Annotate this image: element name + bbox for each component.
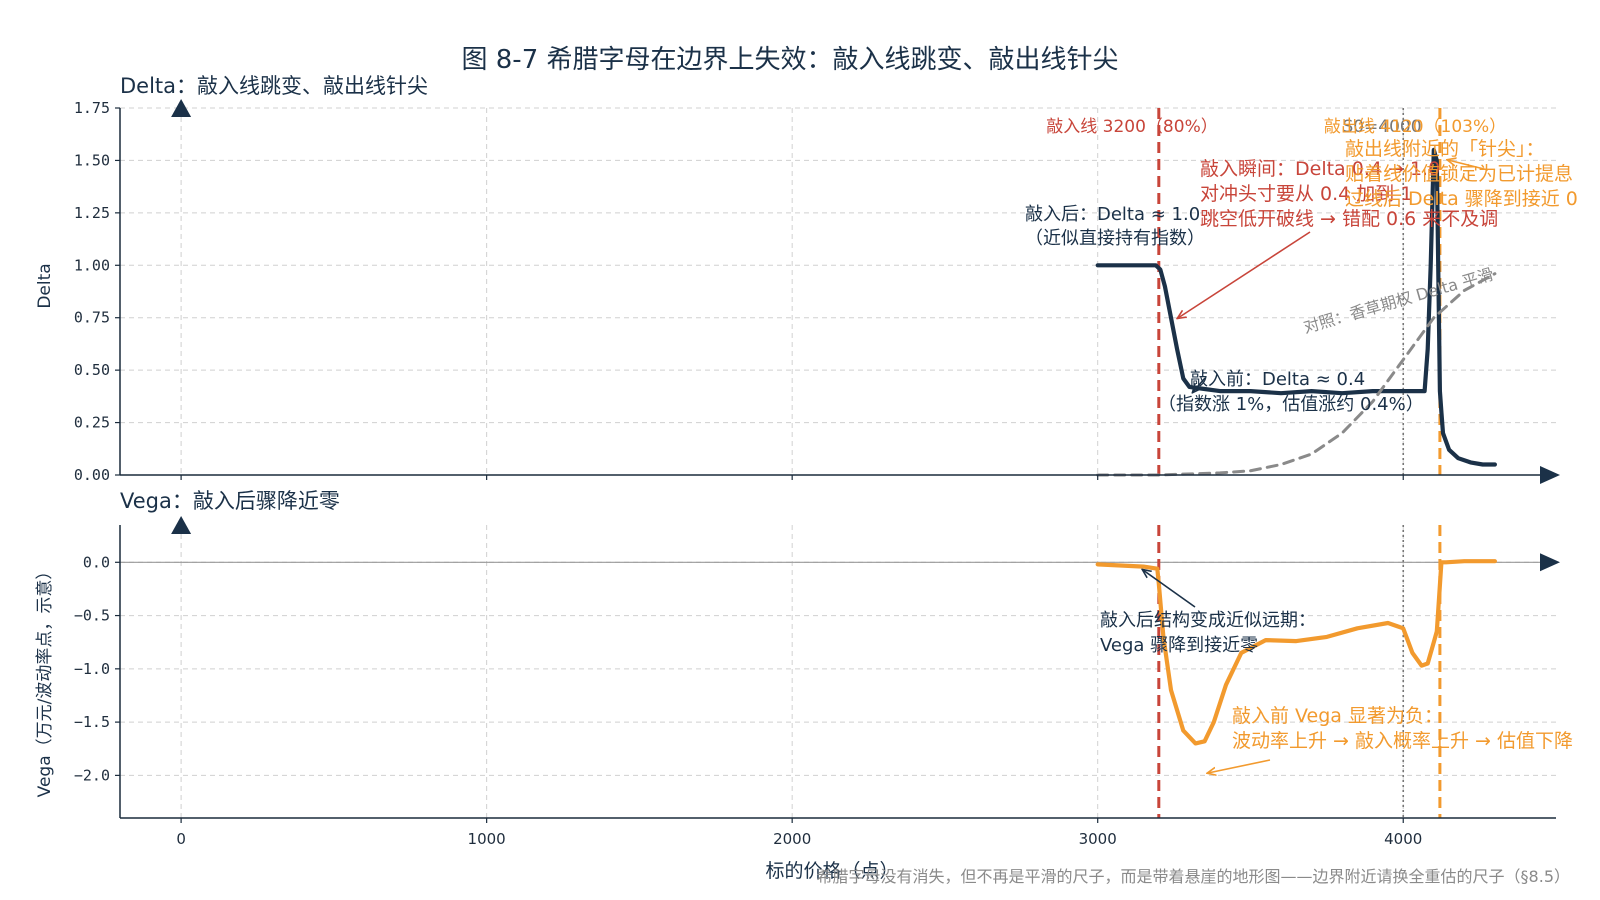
- y-tick-label: 1.75: [74, 99, 110, 117]
- annotation-arrow: [1143, 570, 1196, 608]
- y-tick-label: −1.5: [74, 713, 110, 731]
- x-tick-label: 2000: [773, 830, 811, 848]
- knock-in-line-label: 敲入线 3200（80%）: [1046, 117, 1217, 137]
- s0-line-label: S0=4000: [1342, 117, 1421, 137]
- y-tick-label: 1.50: [74, 151, 110, 169]
- annotation-line: （指数涨 1%，估值涨约 0.4%）: [1158, 394, 1424, 415]
- y-tick-label: 0.50: [74, 361, 110, 379]
- x-axis-arrow: [1540, 466, 1560, 484]
- x-axis-arrow: [1540, 553, 1560, 572]
- annotation-arrow: [1448, 160, 1489, 171]
- annotation-arrow: [1178, 231, 1311, 318]
- vega-boundary-lines: [1157, 525, 1442, 818]
- annotation-knock-in-moment: 敲入瞬间：Delta 0.4 → 1.0 对冲头寸要从 0.4 加到 1 跳空低…: [1178, 158, 1498, 318]
- vega-panel: Vega：敲入后骤降近零 Vega（万元/波动率点，示意） 0.0 −0.5 −1.…: [35, 489, 1573, 823]
- vega-panel-title: Vega：敲入后骤降近零: [120, 489, 340, 513]
- y-axis-arrow: [171, 516, 192, 534]
- vega-series-line: [1095, 559, 1498, 746]
- annotation-line: 波动率上升 → 敲入概率上升 → 估值下降: [1232, 730, 1573, 752]
- delta-series: [1095, 147, 1498, 477]
- annotation-line: 敲出线附近的「针尖」：: [1345, 138, 1545, 160]
- x-tick-label: 4000: [1384, 830, 1422, 848]
- delta-boundary-lines: [1157, 108, 1442, 475]
- annotation-line: 过线后 Delta 骤降到接近 0: [1345, 188, 1578, 210]
- y-tick-label: 0.25: [74, 414, 110, 432]
- y-tick-label: −0.5: [74, 607, 110, 625]
- vega-ylabel: Vega（万元/波动率点，示意）: [35, 563, 55, 798]
- y-tick-label: 0.0: [83, 553, 110, 571]
- delta-tick-labels: 0.00 0.25 0.50 0.75 1.00 1.25 1.50 1.75: [74, 99, 120, 484]
- annotation-vega-after-knock-in: 敲入后结构变成近似远期： Vega 骤降到接近零: [1100, 570, 1316, 656]
- annotation-knock-out-spike: 敲出线附近的「针尖」： 贴着线价值锁定为已计提息 过线后 Delta 骤降到接近…: [1345, 138, 1578, 210]
- x-tick-labels: 0 1000 2000 3000 4000: [176, 830, 1422, 848]
- vanilla-delta-label: 对照：香草期权 Delta 平滑: [1301, 264, 1495, 337]
- y-tick-label: 1.00: [74, 256, 110, 274]
- vanilla-delta-series: [1096, 272, 1497, 477]
- delta-panel-title: Delta：敲入线跳变、敲出线针尖: [120, 74, 428, 98]
- y-tick-label: 0.00: [74, 466, 110, 484]
- delta-grid: [120, 107, 1556, 476]
- annotation-line: Vega 骤降到接近零: [1100, 635, 1258, 656]
- annotation-after-knock-in: 敲入后：Delta ≈ 1.0 （近似直接持有指数）: [1025, 204, 1205, 249]
- annotation-before-knock-in: 敲入前：Delta ≈ 0.4 （指数涨 1%，估值涨约 0.4%）: [1158, 369, 1424, 415]
- vega-axes: [119, 516, 1560, 823]
- annotation-line: 敲入瞬间：Delta 0.4 → 1.0: [1200, 158, 1440, 180]
- annotation-line: 敲入后结构变成近似远期：: [1100, 610, 1316, 631]
- vega-grid: [120, 525, 1556, 818]
- footer-note: 希腊字母没有消失，但不再是平滑的尺子，而是带着悬崖的地形图——边界附近请换全重估…: [817, 867, 1570, 886]
- y-tick-label: 0.75: [74, 309, 110, 327]
- annotation-line: 敲入后：Delta ≈ 1.0: [1025, 204, 1200, 225]
- annotation-line: 对冲头寸要从 0.4 加到 1: [1200, 183, 1412, 205]
- delta-panel: Delta：敲入线跳变、敲出线针尖 Delta 0.00 0.25 0.50 0.75…: [35, 74, 1578, 484]
- x-axis-label: 标的价格（点）: [765, 860, 898, 882]
- delta-series-line: [1095, 147, 1498, 467]
- annotation-line: 敲入前：Delta ≈ 0.4: [1190, 369, 1365, 390]
- y-tick-label: −2.0: [74, 766, 110, 784]
- y-tick-label: −1.0: [74, 660, 110, 678]
- delta-axes: [119, 99, 1560, 484]
- figure-title: 图 8-7 希腊字母在边界上失效：敲入线跳变、敲出线针尖: [462, 45, 1119, 75]
- annotation-line: 敲入前 Vega 显著为负：: [1232, 705, 1443, 727]
- x-tick-label: 0: [176, 830, 186, 848]
- y-axis-arrow: [171, 99, 192, 117]
- delta-ylabel: Delta: [35, 263, 55, 308]
- x-tick-label: 3000: [1079, 830, 1117, 848]
- annotation-arrow: [1208, 759, 1271, 773]
- annotation-line: （近似直接持有指数）: [1025, 228, 1205, 249]
- annotation-line: 贴着线价值锁定为已计提息: [1345, 163, 1573, 185]
- vega-series: [1095, 559, 1498, 746]
- knock-out-line-label: 敲出线 4120（103%）: [1324, 117, 1506, 137]
- annotation-arrow: [1193, 377, 1206, 392]
- annotation-vega-before-knock-in: 敲入前 Vega 显著为负： 波动率上升 → 敲入概率上升 → 估值下降: [1208, 705, 1573, 773]
- vega-tick-labels: 0.0 −0.5 −1.0 −1.5 −2.0: [74, 553, 120, 784]
- annotation-line: 跳空低开破线 → 错配 0.6 来不及调: [1200, 208, 1498, 230]
- x-tick-label: 1000: [468, 830, 506, 848]
- y-tick-label: 1.25: [74, 204, 110, 222]
